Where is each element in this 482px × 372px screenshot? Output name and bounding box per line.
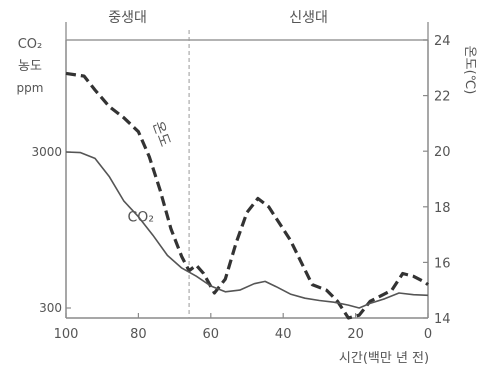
left-y-tick-label: 3000 <box>31 145 62 159</box>
left-y-ticks: 3000 300 <box>31 145 71 315</box>
right-y-ticks: 24 22 20 18 16 14 <box>423 34 451 327</box>
left-axis-title-line: 농도 <box>18 59 42 74</box>
x-axis-title: 시간(백만 년 전) <box>339 351 429 366</box>
x-tick-label: 40 <box>275 327 292 342</box>
x-ticks: 100 80 60 40 20 0 <box>54 313 432 342</box>
era-bar: 중생대 신생대 <box>65 10 429 41</box>
era-label-cenozoic: 신생대 <box>289 10 328 26</box>
series-temperature-line <box>65 71 429 320</box>
era-label-mesozoic: 중생대 <box>108 10 147 26</box>
left-axis-title-line: ppm <box>17 81 44 95</box>
x-tick-label: 100 <box>54 327 79 342</box>
x-tick-label: 20 <box>347 327 364 342</box>
x-tick-label: 0 <box>424 327 432 342</box>
right-y-tick-label: 24 <box>434 34 451 49</box>
x-tick-label: 60 <box>203 327 220 342</box>
left-axis-title-line: CO₂ <box>18 37 43 52</box>
left-axis-title: CO₂ 농도 ppm <box>17 37 44 95</box>
right-y-tick-label: 22 <box>434 90 451 105</box>
left-y-tick-label: 300 <box>39 301 62 315</box>
right-y-tick-label: 14 <box>434 312 451 327</box>
series-co2-line <box>65 151 429 309</box>
right-axis-title: 온도(℃) <box>462 46 477 95</box>
plot-frame <box>65 30 429 319</box>
co2-series-label: CO₂ <box>128 209 154 225</box>
right-y-tick-label: 16 <box>434 256 451 271</box>
right-y-tick-label: 18 <box>434 201 451 216</box>
right-y-tick-label: 20 <box>434 145 451 160</box>
temperature-series-label: 온도 <box>149 119 173 149</box>
x-tick-label: 80 <box>130 327 147 342</box>
